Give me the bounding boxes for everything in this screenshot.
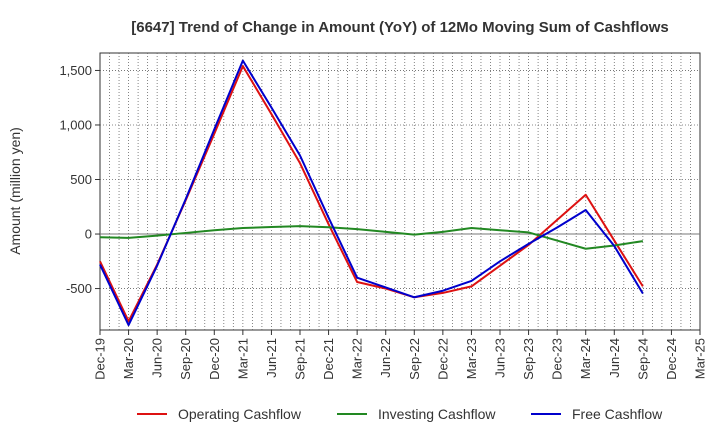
x-tick-label: Sep-22	[407, 338, 422, 380]
free-cashflow-line	[99, 59, 644, 327]
x-tick-label: Dec-20	[207, 338, 222, 380]
y-axis-label: Amount (million yen)	[7, 127, 23, 255]
x-tick-label: Mar-25	[693, 338, 708, 379]
y-tick-label: -500	[66, 281, 92, 296]
legend: Operating Cashflow Investing Cashflow Free…	[137, 406, 663, 422]
x-tick-label: Mar-22	[350, 338, 365, 379]
horizontal-grid	[100, 70, 700, 289]
x-tick-label: Jun-23	[493, 338, 508, 378]
x-tick-label: Dec-22	[435, 338, 450, 380]
legend-label-investing-cashflow: Investing Cashflow	[378, 406, 496, 422]
chart-title: [6647] Trend of Change in Amount (YoY) o…	[131, 19, 669, 36]
x-tick-label: Mar-23	[464, 338, 479, 379]
x-tick-label: Sep-24	[635, 338, 650, 380]
x-tick-label: Jun-21	[264, 338, 279, 378]
x-tick-label: Dec-24	[664, 338, 679, 380]
investing-cashflow-line	[99, 225, 644, 250]
y-tick-label: 0	[85, 227, 92, 242]
y-tick-label: 1,000	[59, 117, 92, 132]
x-tick-label: Jun-24	[607, 338, 622, 378]
x-axis-ticks: Dec-19 Mar-20 Jun-20 Sep-20 Dec-20 Mar-21 Jun-…	[93, 330, 708, 380]
x-tick-label: Jun-20	[150, 338, 165, 378]
x-tick-label: Mar-24	[578, 338, 593, 379]
plot-area	[99, 52, 701, 331]
legend-label-operating-cashflow: Operating Cashflow	[178, 406, 302, 422]
x-tick-label: Mar-20	[121, 338, 136, 379]
x-tick-label: Dec-21	[321, 338, 336, 380]
x-tick-label: Dec-23	[550, 338, 565, 380]
series-layer	[99, 59, 644, 327]
x-tick-label: Jun-22	[378, 338, 393, 378]
legend-label-free-cashflow: Free Cashflow	[572, 406, 663, 422]
x-tick-label: Mar-21	[235, 338, 250, 379]
x-tick-label: Sep-23	[521, 338, 536, 380]
x-tick-label: Sep-21	[293, 338, 308, 380]
y-axis-ticks: -500 0 500 1,000 1,500	[59, 63, 100, 296]
y-tick-label: 1,500	[59, 63, 92, 78]
x-tick-label: Dec-19	[93, 338, 108, 380]
y-tick-label: 500	[70, 172, 92, 187]
x-tick-label: Sep-20	[178, 338, 193, 380]
vertical-grid	[109, 53, 691, 330]
